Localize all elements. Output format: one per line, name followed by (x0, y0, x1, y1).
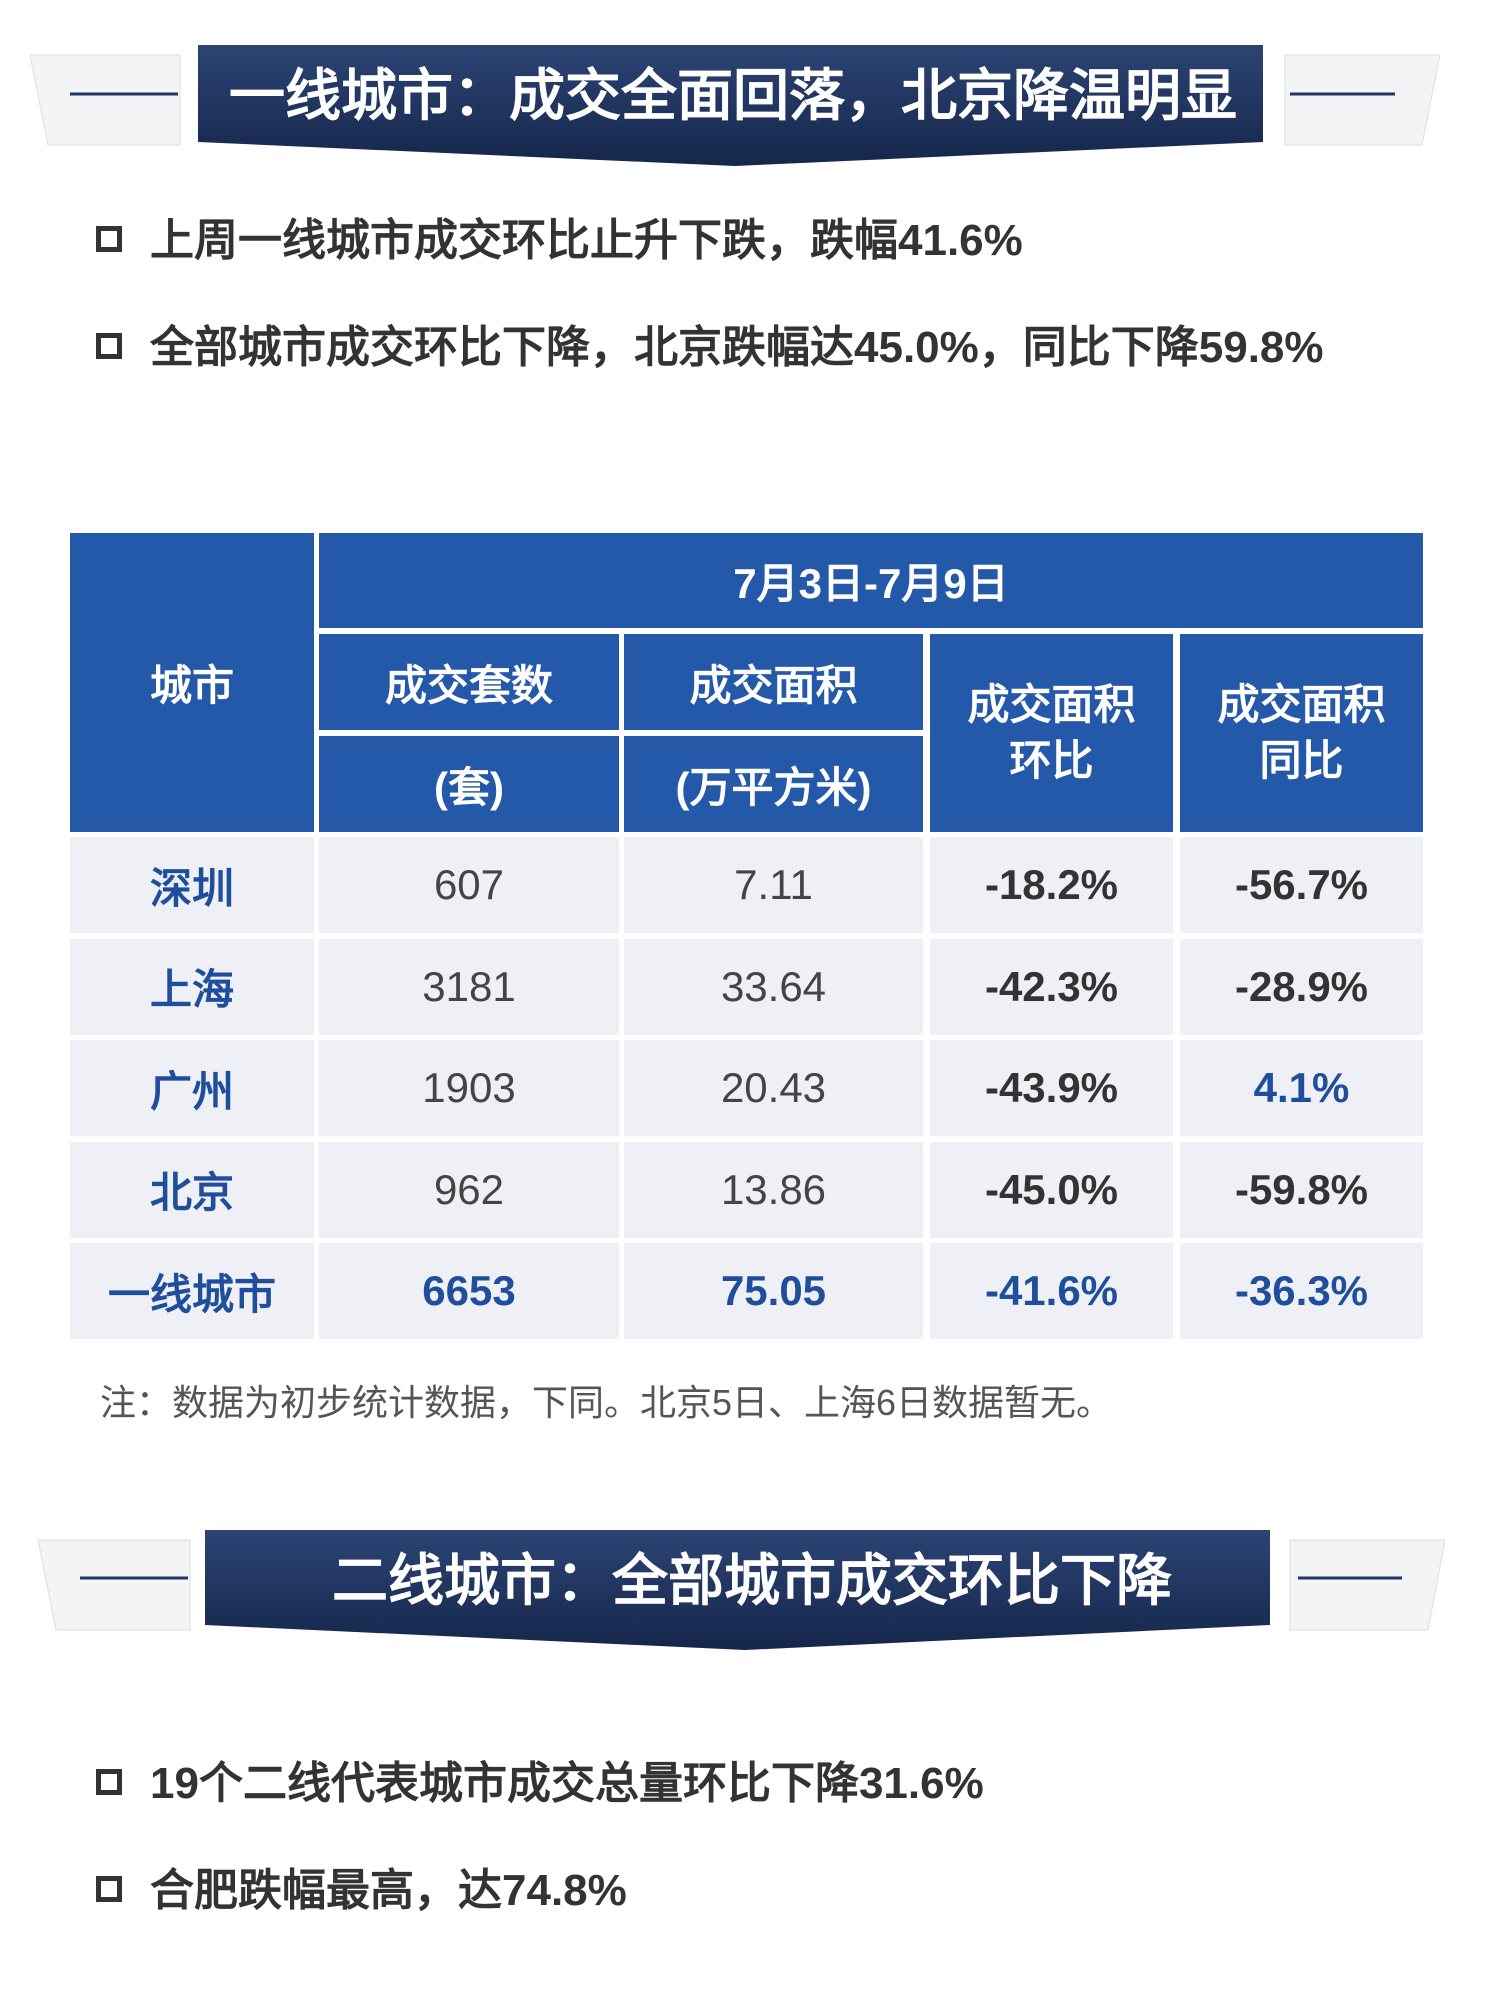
header-cell: 城市 (70, 533, 314, 832)
header-cell: 成交面积环比 (930, 634, 1173, 832)
table-cell: 962 (319, 1141, 619, 1238)
table-cell: 深圳 (70, 837, 314, 933)
table-cell: 上海 (70, 938, 314, 1035)
bullet: 19个二线代表城市成交总量环比下降31.6% (96, 1739, 1380, 1828)
banner-title: 一线城市：成交全面回落，北京降温明显 (229, 64, 1237, 127)
header-cell: (万平方米) (624, 736, 923, 832)
header-text: 成交面积同比 (1217, 681, 1386, 784)
table-cell: -41.6% (930, 1243, 1173, 1339)
banner-2: 二线城市：全部城市成交环比下降 (37, 1530, 1446, 1650)
header-cell: (套) (319, 736, 619, 832)
banner-title: 二线城市：全部城市成交环比下降 (332, 1549, 1172, 1612)
bullet-text: 全部城市成交环比下降，北京跌幅达45.0%，同比下降59.8% (150, 323, 1324, 372)
checkbox-icon (96, 226, 122, 252)
checkbox-icon (96, 1876, 122, 1902)
bullet: 全部城市成交环比下降，北京跌幅达45.0%，同比下降59.8% (96, 303, 1380, 392)
table-cell: -36.3% (1180, 1243, 1423, 1339)
table-cell: 一线城市 (70, 1243, 314, 1339)
table-cell: 3181 (319, 938, 619, 1035)
bullet-text: 19个二线代表城市成交总量环比下降31.6% (150, 1759, 984, 1808)
table-cell: -18.2% (930, 837, 1173, 933)
table-cell: 1903 (319, 1040, 619, 1136)
bullet: 上周一线城市成交环比止升下跌，跌幅41.6% (96, 196, 1380, 285)
header-cell: 成交套数 (319, 634, 619, 730)
header-text: 成交面积环比 (967, 681, 1136, 784)
bullet-text: 合肥跌幅最高，达74.8% (150, 1866, 627, 1915)
table-cell: -28.9% (1180, 938, 1423, 1035)
header-cell: 成交面积同比 (1180, 634, 1423, 832)
checkbox-icon (96, 1769, 122, 1795)
table-cell: -56.7% (1180, 837, 1423, 933)
header-cell: 成交面积 (624, 634, 923, 730)
table-cell: -43.9% (930, 1040, 1173, 1136)
table-cell: 4.1% (1180, 1040, 1423, 1136)
table-cell: 13.86 (624, 1141, 923, 1238)
header-cell: 7月3日-7月9日 (319, 533, 1423, 628)
table-cell: 33.64 (624, 938, 923, 1035)
bullet: 合肥跌幅最高，达74.8% (96, 1846, 1380, 1935)
table-cell: -42.3% (930, 938, 1173, 1035)
table-cell: 20.43 (624, 1040, 923, 1136)
table-cell: 75.05 (624, 1243, 923, 1339)
banner-1: 一线城市：成交全面回落，北京降温明显 (29, 45, 1441, 166)
table-cell: 北京 (70, 1141, 314, 1238)
bullet-text: 上周一线城市成交环比止升下跌，跌幅41.6% (150, 216, 1023, 265)
table-cell: 607 (319, 837, 619, 933)
table-cell: 广州 (70, 1040, 314, 1136)
table-cell: 7.11 (624, 837, 923, 933)
table-cell: -45.0% (930, 1141, 1173, 1238)
checkbox-icon (96, 333, 122, 359)
table-cell: -59.8% (1180, 1141, 1423, 1238)
table-cell: 6653 (319, 1243, 619, 1339)
note: 注：数据为初步统计数据，下同。北京5日、上海6日数据暂无。 (100, 1382, 1113, 1423)
